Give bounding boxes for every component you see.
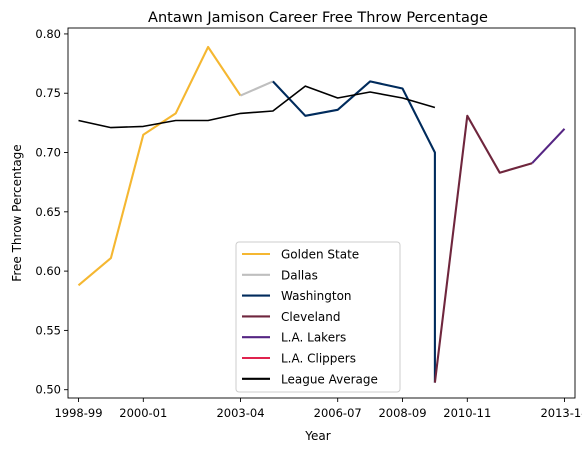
legend-label-1: Dallas xyxy=(281,268,318,282)
x-tick-label: 2006-07 xyxy=(314,406,362,420)
series-line-3 xyxy=(433,114,533,383)
legend-label-3: Cleveland xyxy=(281,310,341,324)
x-tick-label: 1998-99 xyxy=(54,406,102,420)
axes-layer: 0.50 0.55 0.60 0.65 0.70 0.75 0.80 1998-99 2000-… xyxy=(35,27,582,420)
series-layer xyxy=(77,45,566,383)
legend-label-0: Golden State xyxy=(281,248,359,262)
series-line-4 xyxy=(531,128,566,164)
legend-label-6: League Average xyxy=(281,372,378,386)
x-axis-label: Year xyxy=(304,429,330,443)
y-tick-label: 0.55 xyxy=(35,323,61,337)
x-tick-label: 2013-14 xyxy=(540,406,582,420)
plot-frame xyxy=(67,27,576,399)
legend-box xyxy=(235,241,401,393)
series-line-6 xyxy=(78,85,436,129)
series-line-2 xyxy=(272,80,436,383)
y-tick-label: 0.80 xyxy=(35,27,61,41)
y-tick-label: 0.50 xyxy=(35,383,61,397)
legend: Golden State Dallas Washington Cleveland L.A… xyxy=(235,241,401,393)
x-tick-label: 2000-01 xyxy=(119,406,167,420)
x-tick-label: 2003-04 xyxy=(216,406,264,420)
legend-label-2: Washington xyxy=(281,289,352,303)
x-tick-label: 2010-11 xyxy=(443,406,491,420)
chart-title: Antawn Jamison Career Free Throw Percent… xyxy=(148,10,488,26)
y-tick-label: 0.60 xyxy=(35,264,61,278)
series-line-1 xyxy=(240,80,274,97)
legend-label-5: L.A. Clippers xyxy=(281,352,356,366)
series-line-0 xyxy=(77,45,242,287)
legend-label-4: L.A. Lakers xyxy=(281,331,346,345)
y-tick-label: 0.70 xyxy=(35,146,61,160)
x-tick-label: 2008-09 xyxy=(378,406,426,420)
y-tick-label: 0.75 xyxy=(35,86,61,100)
y-tick-label: 0.65 xyxy=(35,205,61,219)
y-axis-label: Free Throw Percentage xyxy=(10,144,24,281)
